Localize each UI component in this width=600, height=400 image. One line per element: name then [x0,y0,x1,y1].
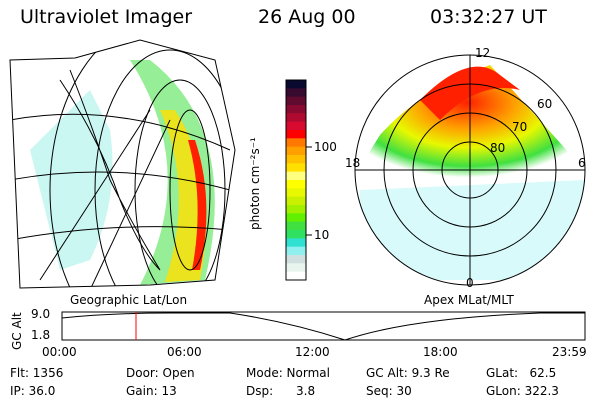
colorbar-band [286,246,306,256]
info-seq: Seq: 30 [366,384,412,398]
mlt-label-6: 6 [578,156,586,170]
info-ip: IP: 36.0 [10,384,56,398]
ytick-9: 9.0 [31,307,51,321]
info-glon: GLon: 322.3 [486,384,559,398]
colorbar-band [286,213,306,223]
colorbar [286,80,306,281]
altitude-plot-frame [61,311,586,341]
colorbar-band [286,263,306,273]
info-gc-alt: GC Alt: 9.3 Re [366,366,450,380]
colorbar-band [286,96,306,106]
mlt-label-18: 18 [345,156,361,170]
geographic-map [10,40,235,288]
time-label: 03:32:27 UT [430,6,547,28]
colorbar-tick-10: 10 [314,228,330,242]
altitude-ylabel: GC Alt [10,312,24,350]
colorbar-band [286,205,306,214]
colorbar-unit-label: photon cm⁻²s⁻¹ [248,137,262,230]
lat-label-60: 60 [537,97,553,111]
colorbar-band [286,163,306,173]
info-door: Door: Open [126,366,195,380]
colorbar-band [286,171,306,181]
colorbar-band [286,230,306,239]
colorbar-band [286,255,306,264]
info-dsp: Dsp: 3.8 [246,384,316,398]
colorbar-band [286,113,306,123]
colorbar-band [286,105,306,114]
colorbar-band [286,88,306,98]
xtick-1800: 18:00 [423,345,458,359]
colorbar-band [286,238,306,248]
colorbar-band [286,121,306,131]
apex-label: Apex MLat/MLT [424,293,514,307]
colorbar-tick-100: 100 [314,140,337,154]
altitude-curve [61,312,585,341]
info-flt: Flt: 1356 [10,366,64,380]
mlt-label-12: 12 [475,46,491,60]
colorbar-band [286,130,306,139]
geographic-label: Geographic Lat/Lon [70,293,188,307]
xtick-1200: 12:00 [295,345,330,359]
colorbar-band [286,180,306,189]
instrument-title: Ultraviolet Imager [20,6,193,28]
colorbar-band [286,271,306,281]
ytick-1.8: 1.8 [31,328,51,342]
lat-label-80: 80 [490,141,506,155]
xtick-0600: 06:00 [167,345,202,359]
info-glat: GLat: 62.5 [486,366,557,380]
xtick-0000: 00:00 [42,345,77,359]
mlt-label-0: 0 [466,276,474,290]
info-gain: Gain: 13 [126,384,177,398]
colorbar-band [286,146,306,156]
xtick-2359: 23:59 [552,345,587,359]
colorbar-band [286,155,306,164]
colorbar-band [286,196,306,206]
info-mode: Mode: Normal [246,366,330,380]
colorbar-band [286,188,306,198]
colorbar-band [286,221,306,231]
lat-label-70: 70 [512,120,528,134]
colorbar-band [286,138,306,148]
colorbar-band [286,80,306,89]
date-label: 26 Aug 00 [258,6,356,28]
